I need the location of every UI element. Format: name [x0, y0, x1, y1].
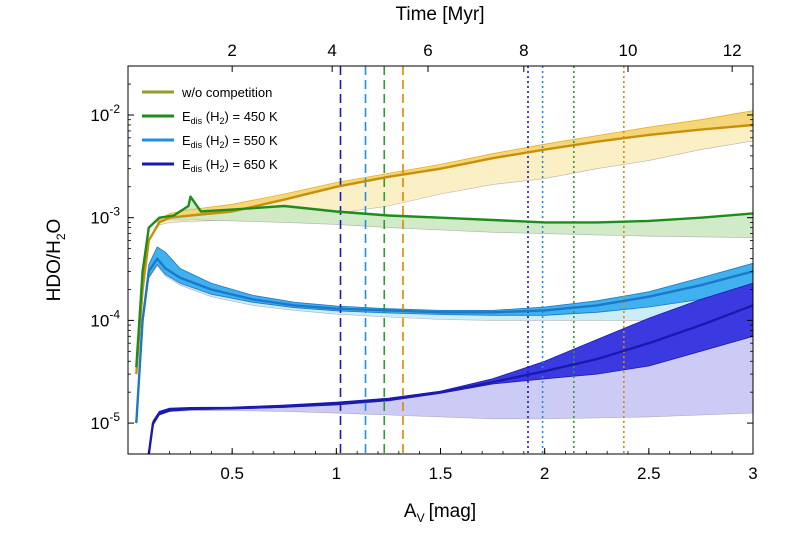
legend-label-wo: w/o competition	[181, 85, 272, 100]
y-axis-title-tail: O	[44, 219, 65, 234]
legend-label-part: ) = 650 K	[225, 157, 278, 172]
shade-edge-650	[148, 410, 753, 454]
x-tick-label: 0.5	[220, 464, 244, 483]
legend-label-part: dis	[191, 140, 203, 150]
legend-label-part: dis	[191, 164, 203, 174]
x-tick-label: 2.5	[637, 464, 661, 483]
y-tick-base: 10	[90, 209, 109, 228]
y-tick-base: 10	[90, 311, 109, 330]
series-line-wo	[135, 123, 753, 375]
x-tick-label: 1.5	[429, 464, 453, 483]
y-axis-ticks: 10-510-410-310-2	[90, 83, 753, 433]
legend-label-part: 2	[220, 116, 225, 126]
x-axis-title-unit: [mag]	[429, 501, 477, 522]
shade-650	[148, 305, 753, 454]
legend-label-part: ) = 550 K	[225, 133, 278, 148]
legend-label-550: Edis (H2) = 550 K	[182, 133, 278, 150]
y-tick-label: 10-5	[90, 410, 120, 433]
legend-label-part: (H	[202, 133, 219, 148]
y-tick-exp: -3	[109, 205, 120, 219]
top-tick-label: 12	[723, 41, 742, 60]
x-axis-title-main: A	[404, 501, 417, 522]
legend-label-part: dis	[191, 116, 203, 126]
legend-label-part: (H	[202, 157, 219, 172]
vertical-markers	[339, 66, 625, 454]
y-axis-title: HDO/H2O	[44, 219, 68, 302]
series-line-650	[147, 304, 753, 454]
legend-label-part: 2	[220, 140, 225, 150]
x-axis-title-sub: V	[417, 511, 425, 525]
y-axis-title-main: HDO/H	[44, 240, 65, 301]
legend-label-part: E	[182, 133, 191, 148]
shade-wo	[136, 125, 753, 375]
series-line-450	[135, 195, 753, 368]
legend-label-part: ) = 450 K	[225, 109, 278, 124]
y-tick-base: 10	[90, 414, 109, 433]
y-tick-exp: -4	[109, 307, 120, 321]
top-tick-label: 10	[619, 41, 638, 60]
y-tick-exp: -5	[109, 410, 120, 424]
legend-label-450: Edis (H2) = 450 K	[182, 109, 278, 126]
legend-label-part: E	[182, 157, 191, 172]
top-tick-label: 4	[327, 41, 336, 60]
series-line-550	[135, 257, 753, 424]
y-tick-label: 10-4	[90, 307, 120, 330]
y-tick-label: 10-3	[90, 205, 120, 228]
top-tick-label: 6	[423, 41, 432, 60]
top-axis-title: Time [Myr]	[395, 4, 484, 25]
top-tick-label: 2	[227, 41, 236, 60]
y-axis-title-sub: 2	[54, 233, 68, 240]
x-axis-title: AV [mag]	[404, 501, 476, 525]
top-tick-label: 8	[519, 41, 528, 60]
y-tick-exp: -2	[109, 102, 120, 116]
legend-label-part: (H	[202, 109, 219, 124]
legend-label-part: 2	[220, 164, 225, 174]
top-axis-ticks: 2 4 6 8 10 12	[227, 41, 742, 72]
x-axis-ticks: 0.5 1 1.5 2 2.5 3	[148, 448, 758, 483]
x-tick-label: 3	[748, 464, 757, 483]
band-550	[135, 246, 753, 424]
series-lines	[135, 123, 753, 454]
x-tick-label: 2	[540, 464, 549, 483]
y-tick-base: 10	[90, 106, 109, 125]
legend-label-part: E	[182, 109, 191, 124]
y-tick-label: 10-2	[90, 102, 120, 125]
legend-label-650: Edis (H2) = 650 K	[182, 157, 278, 174]
x-tick-label: 1	[332, 464, 341, 483]
shade-edge-550	[136, 265, 753, 424]
